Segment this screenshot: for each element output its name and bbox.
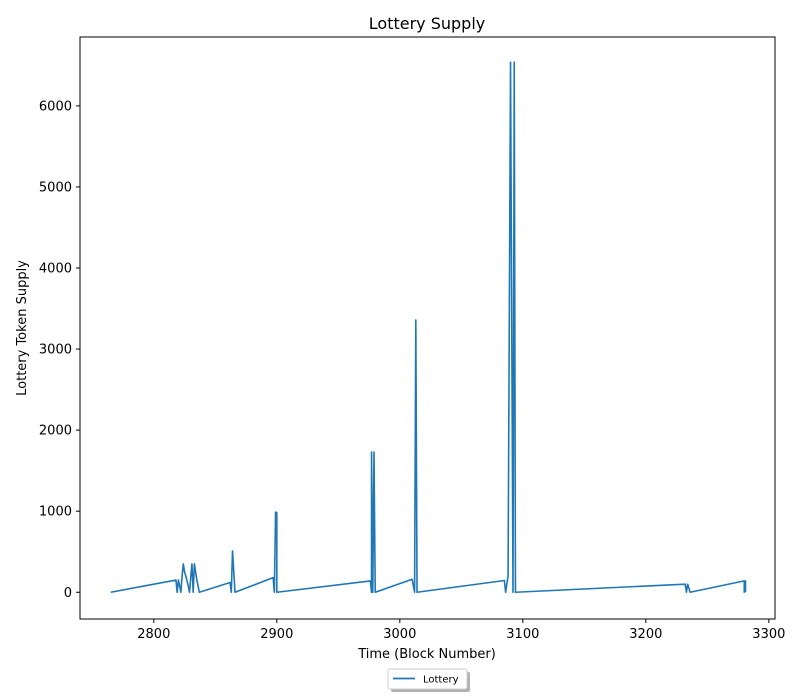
y-axis-label: Lottery Token Supply [15,260,30,396]
x-tick-label: 3100 [506,627,539,642]
series-line-lottery [110,61,747,594]
y-tick-label: 1000 [39,505,72,520]
x-tick-label: 3000 [383,627,416,642]
chart-title: Lottery Supply [369,14,485,33]
legend-box [387,668,468,690]
plot-area: 2800 2900 3000 3100 3200 3300 0 1000 2000 3000 400… [39,36,785,642]
y-tick-label: 6000 [39,99,72,114]
x-tick-label: 2800 [137,627,170,642]
plot-frame [79,36,776,620]
legend: Lottery [387,668,470,692]
y-tick-label: 4000 [39,262,72,277]
x-tick-label: 3300 [752,627,785,642]
y-tick-label: 3000 [39,343,72,358]
x-tick-label: 3200 [629,627,662,642]
y-tick-label: 5000 [39,180,72,195]
x-axis-label: Time (Block Number) [357,647,496,662]
y-tick-label: 0 [64,586,72,601]
legend-label: Lottery [423,675,459,686]
x-tick-label: 2900 [260,627,293,642]
y-tick-label: 2000 [39,424,72,439]
